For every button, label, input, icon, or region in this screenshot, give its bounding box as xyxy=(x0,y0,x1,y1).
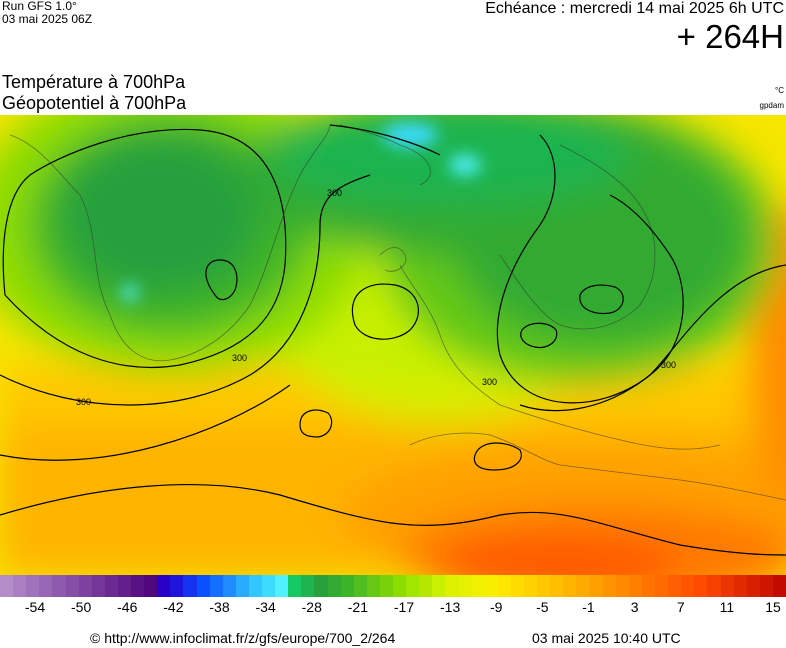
scale-swatch xyxy=(628,575,643,597)
weather-map: 300 300 300 300 300 xyxy=(0,115,786,575)
scale-swatch xyxy=(379,575,394,597)
valid-time: Echéance : mercredi 14 mai 2025 6h UTC xyxy=(485,0,784,17)
scale-swatch xyxy=(576,575,590,597)
scale-swatch xyxy=(91,575,106,597)
scale-tick-label: 3 xyxy=(630,599,639,615)
scale-tick-label: -50 xyxy=(71,599,92,615)
scale-swatch xyxy=(196,575,211,597)
scale-tick-label: -5 xyxy=(536,599,549,615)
scale-swatch xyxy=(314,575,328,597)
scale-swatch xyxy=(589,575,604,597)
scale-tick-label: -21 xyxy=(347,599,368,615)
lead-time: + 264H xyxy=(676,18,784,55)
color-scale-labels: -54 -50 -46 -42 -38 -34 -28 -21 -17 -13 -9 -5 -1 3 7 11… xyxy=(0,599,786,619)
scale-swatch xyxy=(393,575,407,597)
scale-swatch xyxy=(78,575,93,597)
geopotential-unit: gpdam xyxy=(759,101,784,110)
scale-swatch xyxy=(707,575,721,597)
scale-tick-label: 11 xyxy=(719,599,735,615)
scale-swatch xyxy=(39,575,53,597)
scale-tick-label: -46 xyxy=(117,599,138,615)
scale-swatch xyxy=(733,575,748,597)
scale-swatch xyxy=(117,575,132,597)
temperature-unit: °C xyxy=(775,86,784,95)
scale-swatch xyxy=(524,575,538,597)
scale-swatch xyxy=(0,575,14,597)
temperature-field xyxy=(0,115,786,575)
run-time: 03 mai 2025 06Z xyxy=(2,12,93,26)
scale-swatch xyxy=(13,575,27,597)
scale-swatch xyxy=(458,575,473,597)
scale-swatch xyxy=(353,575,368,597)
scale-swatch xyxy=(445,575,459,597)
scale-swatch xyxy=(183,575,197,597)
contour-label: 300 xyxy=(232,353,247,363)
scale-swatch xyxy=(759,575,774,597)
temperature-title: Température à 700hPa xyxy=(2,72,186,92)
run-model: Run GFS 1.0° xyxy=(2,0,77,13)
scale-tick-label: -13 xyxy=(440,599,461,615)
scale-swatch xyxy=(668,575,682,597)
scale-tick-label: 7 xyxy=(676,599,685,615)
scale-swatch xyxy=(746,575,761,597)
scale-swatch xyxy=(563,575,577,597)
run-info: Run GFS 1.0° 03 mai 2025 06Z xyxy=(2,0,92,26)
scale-swatch xyxy=(497,575,512,597)
contour-label: 300 xyxy=(327,188,342,198)
scale-swatch xyxy=(432,575,446,597)
scale-swatch xyxy=(510,575,525,597)
contour-label: 300 xyxy=(482,377,497,387)
scale-swatch xyxy=(275,575,289,597)
scale-swatch xyxy=(262,575,276,597)
contour-label: 300 xyxy=(661,360,676,370)
scale-swatch xyxy=(406,575,420,597)
scale-swatch xyxy=(720,575,735,597)
scale-tick-label: -42 xyxy=(163,599,184,615)
scale-swatch xyxy=(157,575,171,597)
scale-swatch xyxy=(209,575,224,597)
contour-label: 300 xyxy=(76,397,91,407)
color-scale xyxy=(0,575,786,597)
generation-time: 03 mai 2025 10:40 UTC xyxy=(532,630,681,646)
scale-tick-label: 15 xyxy=(765,599,781,615)
scale-swatch xyxy=(235,575,250,597)
scale-tick-label: -34 xyxy=(255,599,276,615)
scale-swatch xyxy=(537,575,551,597)
scale-tick-label: -38 xyxy=(209,599,230,615)
scale-swatch xyxy=(288,575,302,597)
scale-swatch xyxy=(471,575,486,597)
scale-tick-label: -9 xyxy=(490,599,503,615)
scale-swatch xyxy=(301,575,315,597)
scale-swatch xyxy=(52,575,66,597)
scale-swatch xyxy=(550,575,564,597)
scale-swatch xyxy=(248,575,263,597)
scale-swatch xyxy=(170,575,184,597)
geopotential-contours xyxy=(0,124,786,556)
scale-swatch xyxy=(602,575,617,597)
scale-swatch xyxy=(65,575,80,597)
source-url[interactable]: © http://www.infoclimat.fr/z/gfs/europe/… xyxy=(90,630,396,646)
scale-swatch xyxy=(131,575,145,597)
scale-swatch xyxy=(144,575,158,597)
scale-swatch xyxy=(655,575,669,597)
scale-swatch xyxy=(681,575,695,597)
scale-swatch xyxy=(104,575,119,597)
scale-swatch xyxy=(694,575,708,597)
scale-swatch xyxy=(641,575,656,597)
scale-tick-label: -54 xyxy=(24,599,46,615)
scale-swatch xyxy=(340,575,355,597)
scale-swatch xyxy=(615,575,630,597)
scale-tick-label: -1 xyxy=(582,599,595,615)
scale-swatch xyxy=(222,575,237,597)
scale-swatch xyxy=(772,575,786,597)
scale-swatch xyxy=(484,575,499,597)
scale-tick-label: -17 xyxy=(393,599,415,615)
scale-swatch xyxy=(366,575,381,597)
scale-swatch xyxy=(419,575,433,597)
geopotential-title: Géopotentiel à 700hPa xyxy=(2,93,187,113)
scale-swatch xyxy=(327,575,342,597)
scale-swatch xyxy=(26,575,40,597)
contour-labels: 300 300 300 300 300 xyxy=(76,188,676,407)
scale-tick-label: -28 xyxy=(301,599,322,615)
